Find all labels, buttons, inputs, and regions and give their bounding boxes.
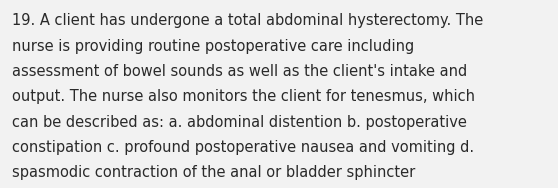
Text: nurse is providing routine postoperative care including: nurse is providing routine postoperative… [12, 39, 415, 54]
Text: output. The nurse also monitors the client for tenesmus, which: output. The nurse also monitors the clie… [12, 89, 475, 104]
Text: spasmodic contraction of the anal or bladder sphincter: spasmodic contraction of the anal or bla… [12, 165, 416, 180]
Text: can be described as: a. abdominal distention b. postoperative: can be described as: a. abdominal disten… [12, 115, 467, 130]
Text: 19. A client has undergone a total abdominal hysterectomy. The: 19. A client has undergone a total abdom… [12, 13, 484, 28]
Text: assessment of bowel sounds as well as the client's intake and: assessment of bowel sounds as well as th… [12, 64, 468, 79]
Text: constipation c. profound postoperative nausea and vomiting d.: constipation c. profound postoperative n… [12, 140, 474, 155]
